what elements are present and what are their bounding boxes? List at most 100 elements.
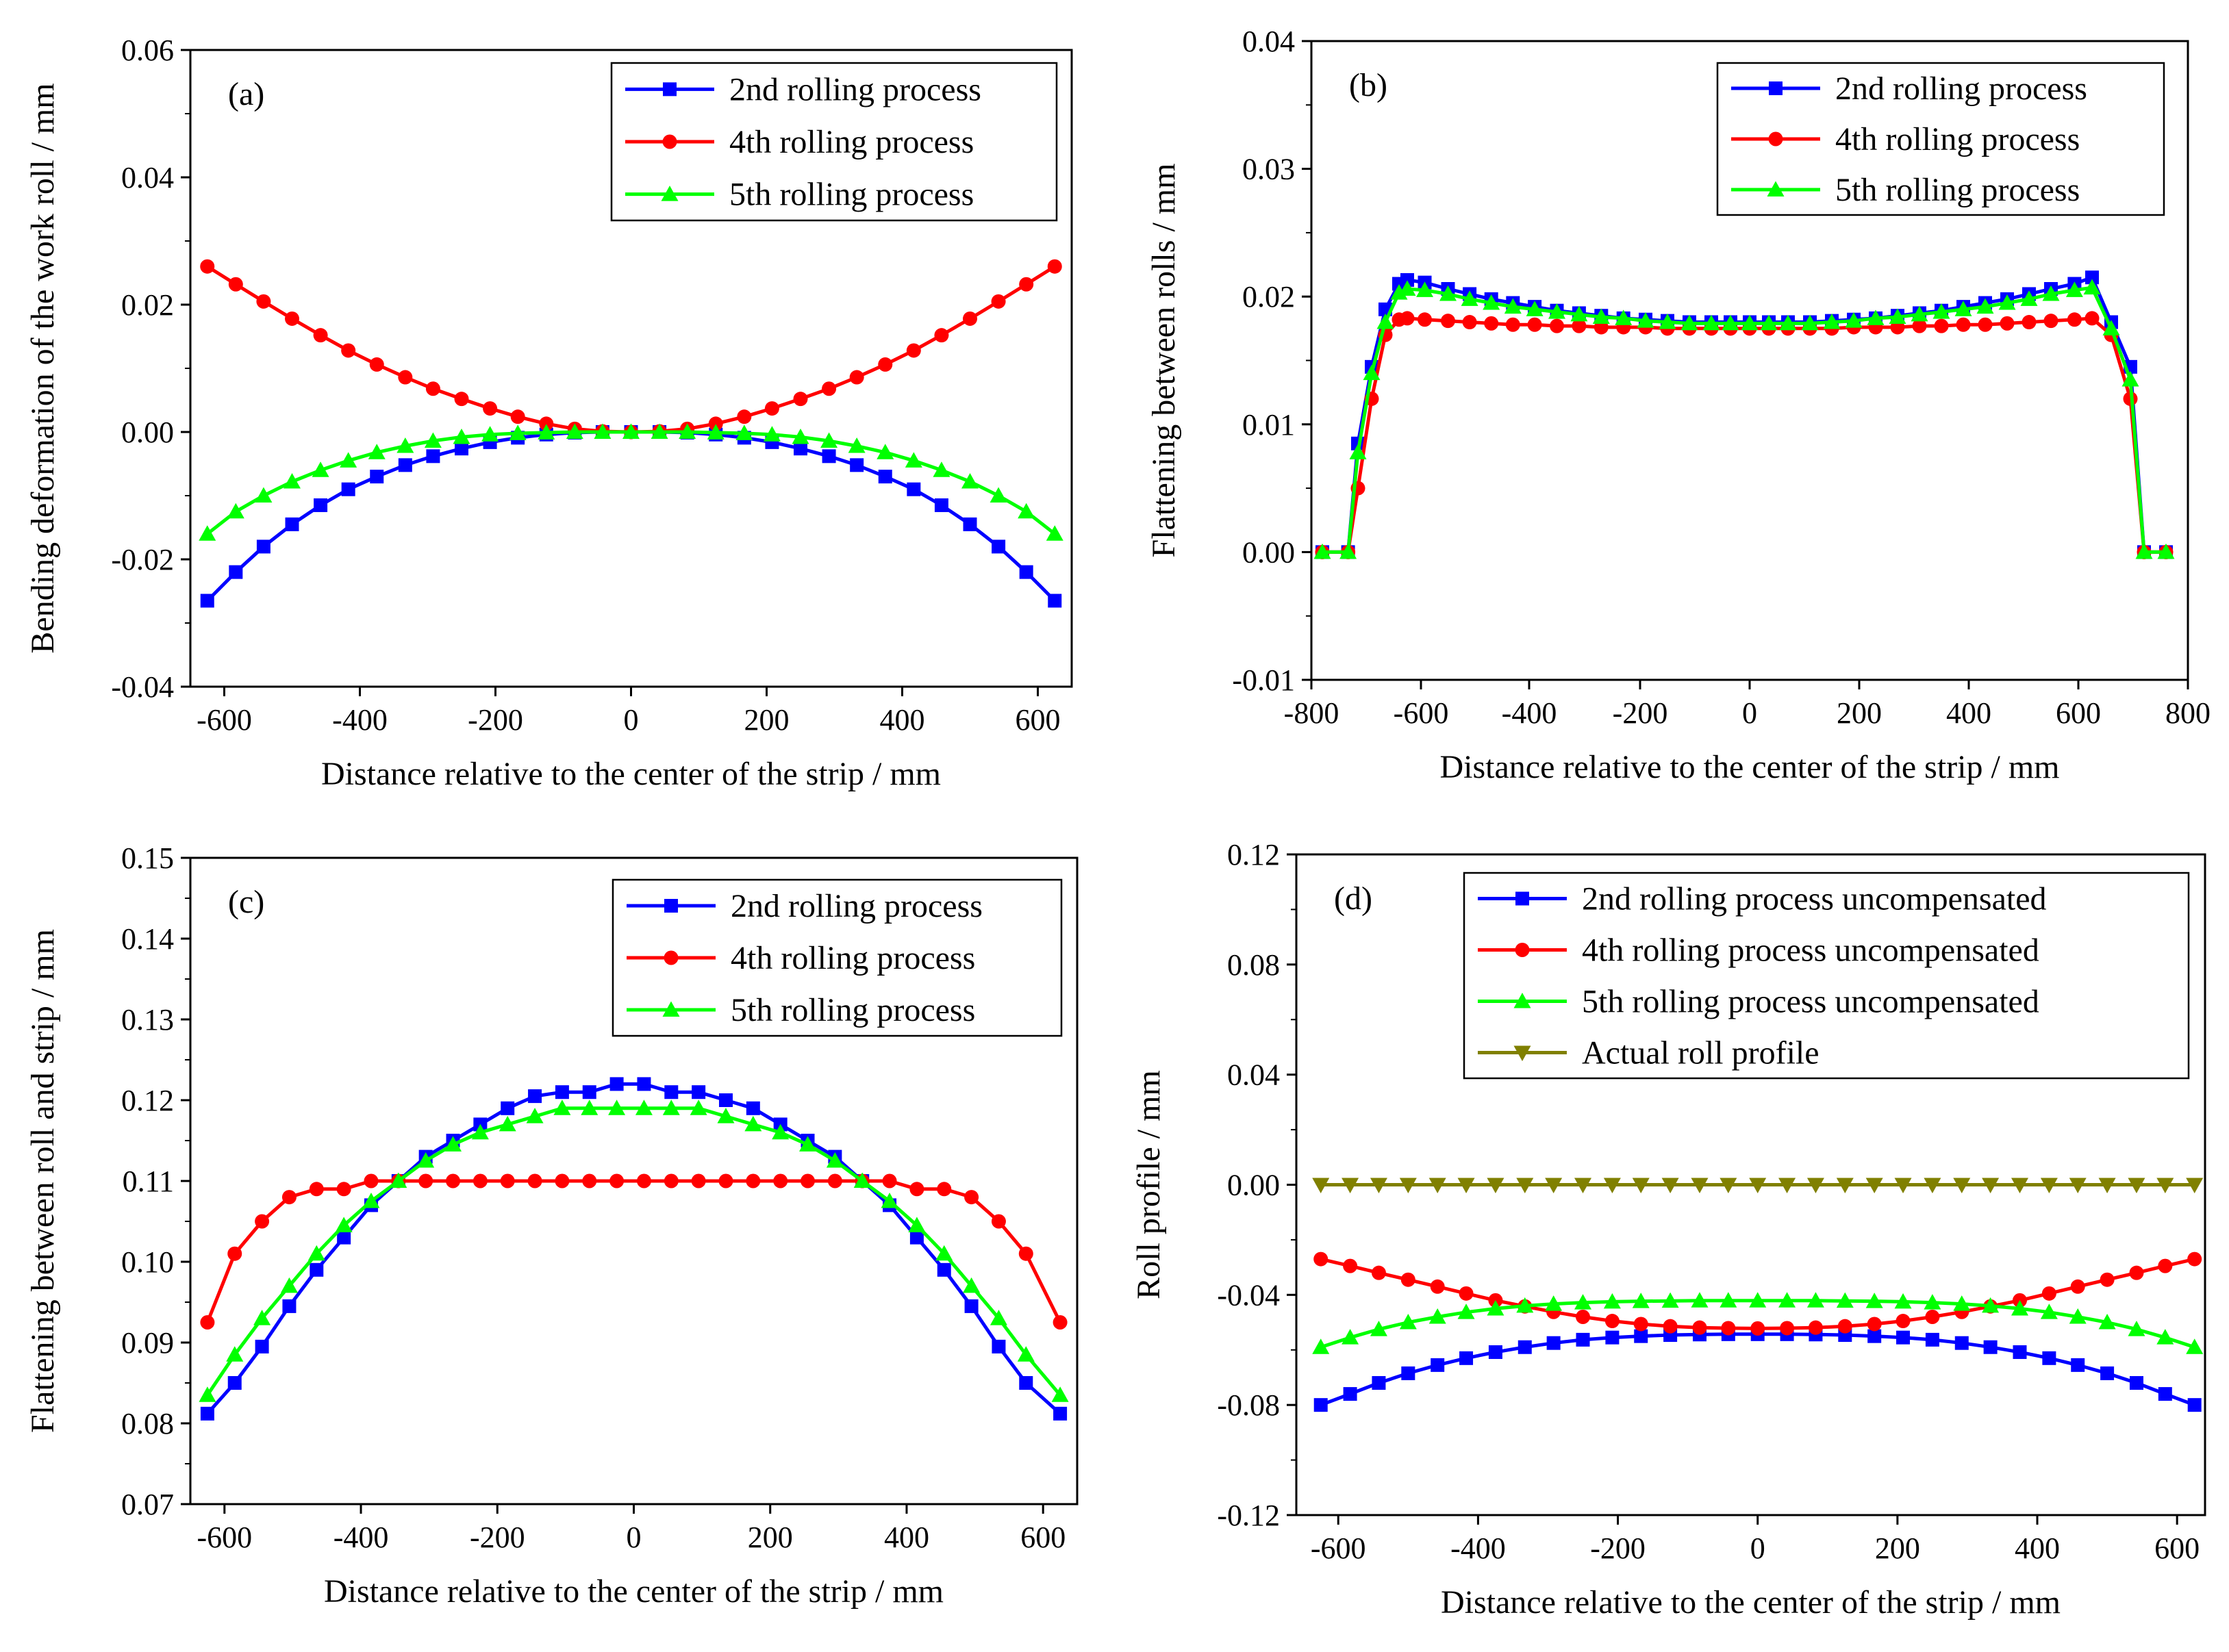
data-point [1889,308,1906,325]
data-point [664,1173,679,1189]
data-point [2000,316,2015,331]
data-point [1634,1329,1648,1343]
data-point [1363,364,1381,381]
series-line [205,1106,1062,1397]
y-tick-label: 0.12 [121,1084,174,1117]
data-point [256,294,271,309]
data-point [1483,294,1500,310]
data-point [281,1190,297,1205]
data-point [1637,312,1654,328]
data-point [555,1085,569,1100]
data-point [1978,317,1993,332]
data-point [964,1299,979,1313]
data-point [1313,543,1331,559]
data-point [1048,594,1062,608]
data-point [608,1100,626,1115]
data-point [908,1217,926,1232]
y-tick-label: -0.01 [1232,663,1295,697]
y-tick-label: -0.12 [1217,1499,1280,1532]
data-point [1370,1321,1387,1336]
legend: 2nd rolling process 4th rolling process 5t… [612,878,1063,1037]
panel-label: (b) [1349,67,1387,103]
series-line [1322,316,2166,554]
data-point [1019,565,1033,579]
data-point [1605,1330,1620,1345]
data-point [2040,1304,2058,1319]
legend-label: 5th rolling process [729,177,974,213]
data-point [226,1346,244,1362]
data-point [2100,1272,2115,1287]
data-point [390,1172,407,1188]
x-tick-label: 0 [1742,696,1757,730]
y-tick-label: 0.09 [121,1326,174,1360]
legend-label: Actual roll profile [1582,1035,1819,1071]
data-point [990,1310,1007,1325]
legend-entry: 2nd rolling process uncompensated [1478,881,2047,917]
data-point [793,392,808,407]
chart-panel-b: -800 -600 -400 -200 0 200 400 800 600 -0.01 0.00 0.… [1146,25,2211,785]
data-point [1865,1178,1883,1193]
data-point [2156,1329,2174,1345]
data-point [1487,1178,1504,1193]
data-point [1896,1314,1911,1329]
data-point [963,517,977,531]
data-point [200,1406,214,1421]
data-point [1462,315,1477,330]
data-point [471,1123,489,1140]
data-point [1924,1178,1941,1193]
data-point [1505,317,1520,332]
data-point [368,444,386,459]
legend-label: 4th rolling process uncompensated [1582,932,2039,969]
data-point [2129,1376,2143,1390]
data-point [1439,285,1457,301]
panel-label: (d) [1334,880,1372,917]
data-point [679,423,696,439]
x-tick-label: 600 [2154,1532,2200,1565]
data-point [200,1315,215,1330]
x-tick-label: 200 [744,703,790,737]
legend-marker [1767,181,1785,196]
y-tick-label: 0.02 [1242,280,1295,314]
data-point [737,409,752,424]
data-point [1680,314,1698,331]
data-point [961,473,979,489]
data-point [200,259,215,274]
data-point [527,1173,542,1189]
data-point [2042,1351,2056,1365]
data-point [1691,1178,1709,1193]
data-point [255,1214,270,1229]
data-point [1806,1292,1824,1308]
data-point [662,1100,680,1115]
x-axis-label: Distance relative to the center of the s… [321,756,941,792]
data-point [909,1182,924,1197]
data-point [1518,1340,1532,1354]
data-point [1370,1178,1387,1193]
chart-panel-c: -600 -400 -200 0 200 400 600 0.07 0.08 0.09 0.10 0.… [25,841,1079,1610]
data-point [964,1190,979,1205]
series-1 [200,425,1062,608]
data-point [934,328,949,343]
legend-marker [1768,131,1783,147]
data-point [1867,1317,1882,1332]
data-point [1632,1178,1650,1193]
y-tick-label: 0.00 [1227,1169,1280,1202]
data-point [692,1085,706,1100]
data-point [2158,1387,2172,1401]
data-point [772,1123,790,1140]
data-point [285,517,299,531]
data-point [2083,279,2101,295]
data-point [1982,1178,2000,1193]
y-tick-label: 0.04 [121,161,174,194]
data-point [1741,314,1759,331]
data-point [500,1173,515,1189]
data-point [1339,543,1357,559]
data-point [1400,1272,1415,1287]
data-point [1659,314,1676,329]
data-point [227,503,244,519]
data-point [937,1182,952,1197]
y-axis-label: Roll profile / mm [1131,1070,1167,1299]
data-point [555,1173,570,1189]
data-point [1574,1178,1592,1193]
data-point [1806,1178,1824,1193]
data-point [1603,1178,1621,1193]
